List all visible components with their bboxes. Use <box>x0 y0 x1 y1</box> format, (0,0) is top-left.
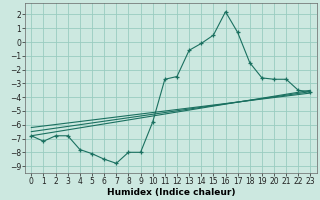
X-axis label: Humidex (Indice chaleur): Humidex (Indice chaleur) <box>107 188 235 197</box>
